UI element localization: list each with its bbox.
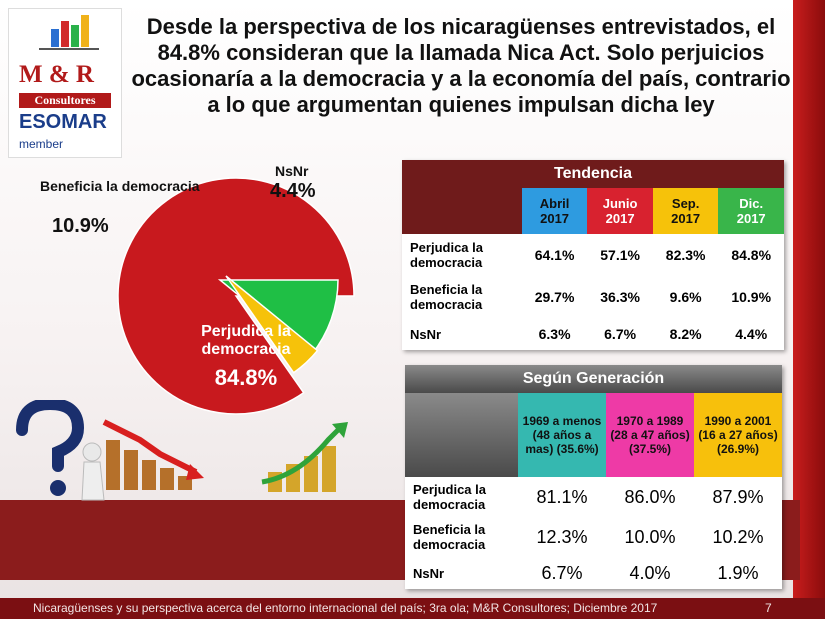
table-row: Beneficia la democracia 12.3% 10.0% 10.2… bbox=[405, 517, 782, 557]
pie-label-nsnr: NsNr bbox=[275, 163, 309, 179]
table-cell: 82.3% bbox=[665, 247, 706, 263]
table-cell: 4.0% bbox=[629, 562, 671, 583]
table-cell: 87.9% bbox=[712, 486, 764, 507]
table-cell: 64.1% bbox=[534, 247, 575, 263]
table-row: NsNr 6.3% 6.7% 8.2% 4.4% bbox=[402, 318, 784, 350]
table-cell: 36.3% bbox=[600, 289, 640, 305]
trend-table: Tendencia Abril 2017 Junio 2017 Sep. 201… bbox=[402, 160, 784, 350]
table-cell: 6.7% bbox=[541, 562, 583, 583]
row-label: Perjudica la democracia bbox=[410, 240, 483, 270]
falling-coins-icon bbox=[102, 419, 204, 490]
page-title: Desde la perspectiva de los nicaragüense… bbox=[131, 14, 791, 117]
table-row: Perjudica la democracia 81.1% 86.0% 87.9… bbox=[405, 477, 782, 517]
table-cell: 6.3% bbox=[538, 326, 571, 342]
row-label: Beneficia la democracia bbox=[413, 522, 486, 552]
question-figure-icon bbox=[16, 400, 105, 501]
table-row: NsNr 6.7% 4.0% 1.9% bbox=[405, 557, 782, 589]
pie-label-beneficia: Beneficia la democracia bbox=[40, 178, 200, 194]
generation-col-header: 1990 a 2001 (16 a 27 años) (26.9%) bbox=[694, 393, 782, 477]
table-cell: 4.4% bbox=[735, 326, 768, 342]
footer-text: Nicaragüenses y su perspectiva acerca de… bbox=[33, 601, 658, 615]
generation-table-title: Según Generación bbox=[405, 365, 782, 393]
pie-value-beneficia: 10.9% bbox=[52, 215, 109, 237]
table-cell: 1.9% bbox=[717, 562, 759, 583]
row-label: Beneficia la democracia bbox=[410, 282, 483, 312]
chart-logo-icon bbox=[39, 15, 99, 50]
right-decorative-band bbox=[793, 0, 825, 598]
logo-text-consultores: Consultores bbox=[19, 93, 111, 108]
table-cell: 6.7% bbox=[604, 326, 637, 342]
rising-coins-icon bbox=[261, 422, 348, 492]
trend-col-header: Junio 2017 bbox=[587, 188, 653, 234]
table-cell: 9.6% bbox=[669, 289, 702, 305]
trend-header-spacer bbox=[402, 188, 522, 234]
table-row: Perjudica la democracia 64.1% 57.1% 82.3… bbox=[402, 234, 784, 276]
row-label: NsNr bbox=[410, 326, 442, 342]
trend-col-header: Abril 2017 bbox=[521, 188, 588, 234]
generation-col-header: 1969 a menos (48 años a mas) (35.6%) bbox=[518, 393, 606, 477]
table-cell: 8.2% bbox=[669, 326, 702, 342]
pie-label-perjudica: Perjudica la democracia bbox=[201, 323, 291, 358]
row-label: Perjudica la democracia bbox=[413, 482, 486, 512]
generation-table: Según Generación 1969 a menos (48 años a… bbox=[405, 365, 782, 589]
table-cell: 86.0% bbox=[624, 486, 676, 507]
logo-text-member: member bbox=[19, 137, 64, 151]
trend-table-title: Tendencia bbox=[402, 160, 784, 188]
table-cell: 10.9% bbox=[731, 289, 772, 305]
trend-col-header: Sep. 2017 bbox=[652, 188, 719, 234]
pie-value-perjudica: 84.8% bbox=[214, 365, 278, 390]
table-cell: 84.8% bbox=[731, 247, 772, 263]
logo-text-esomar: ESOMAR bbox=[19, 111, 107, 133]
table-cell: 12.3% bbox=[536, 526, 588, 547]
table-cell: 29.7% bbox=[534, 289, 575, 305]
table-cell: 10.2% bbox=[712, 526, 764, 547]
company-logo: M & R Consultores ESOMAR member bbox=[8, 8, 122, 158]
generation-col-header: 1970 a 1989 (28 a 47 años) (37.5%) bbox=[606, 393, 694, 477]
page-number: 7 bbox=[765, 601, 772, 615]
trend-col-header: Dic. 2017 bbox=[718, 188, 784, 234]
table-cell: 81.1% bbox=[536, 486, 588, 507]
table-cell: 10.0% bbox=[624, 526, 676, 547]
footer-bar: Nicaragüenses y su perspectiva acerca de… bbox=[0, 598, 825, 619]
row-label: NsNr bbox=[413, 565, 445, 581]
pie-value-nsnr: 4.4% bbox=[270, 180, 316, 202]
table-cell: 57.1% bbox=[600, 247, 640, 263]
table-row: Beneficia la democracia 29.7% 36.3% 9.6%… bbox=[402, 276, 784, 318]
logo-text-mr: M & R bbox=[19, 61, 94, 88]
generation-header-spacer bbox=[405, 393, 518, 477]
